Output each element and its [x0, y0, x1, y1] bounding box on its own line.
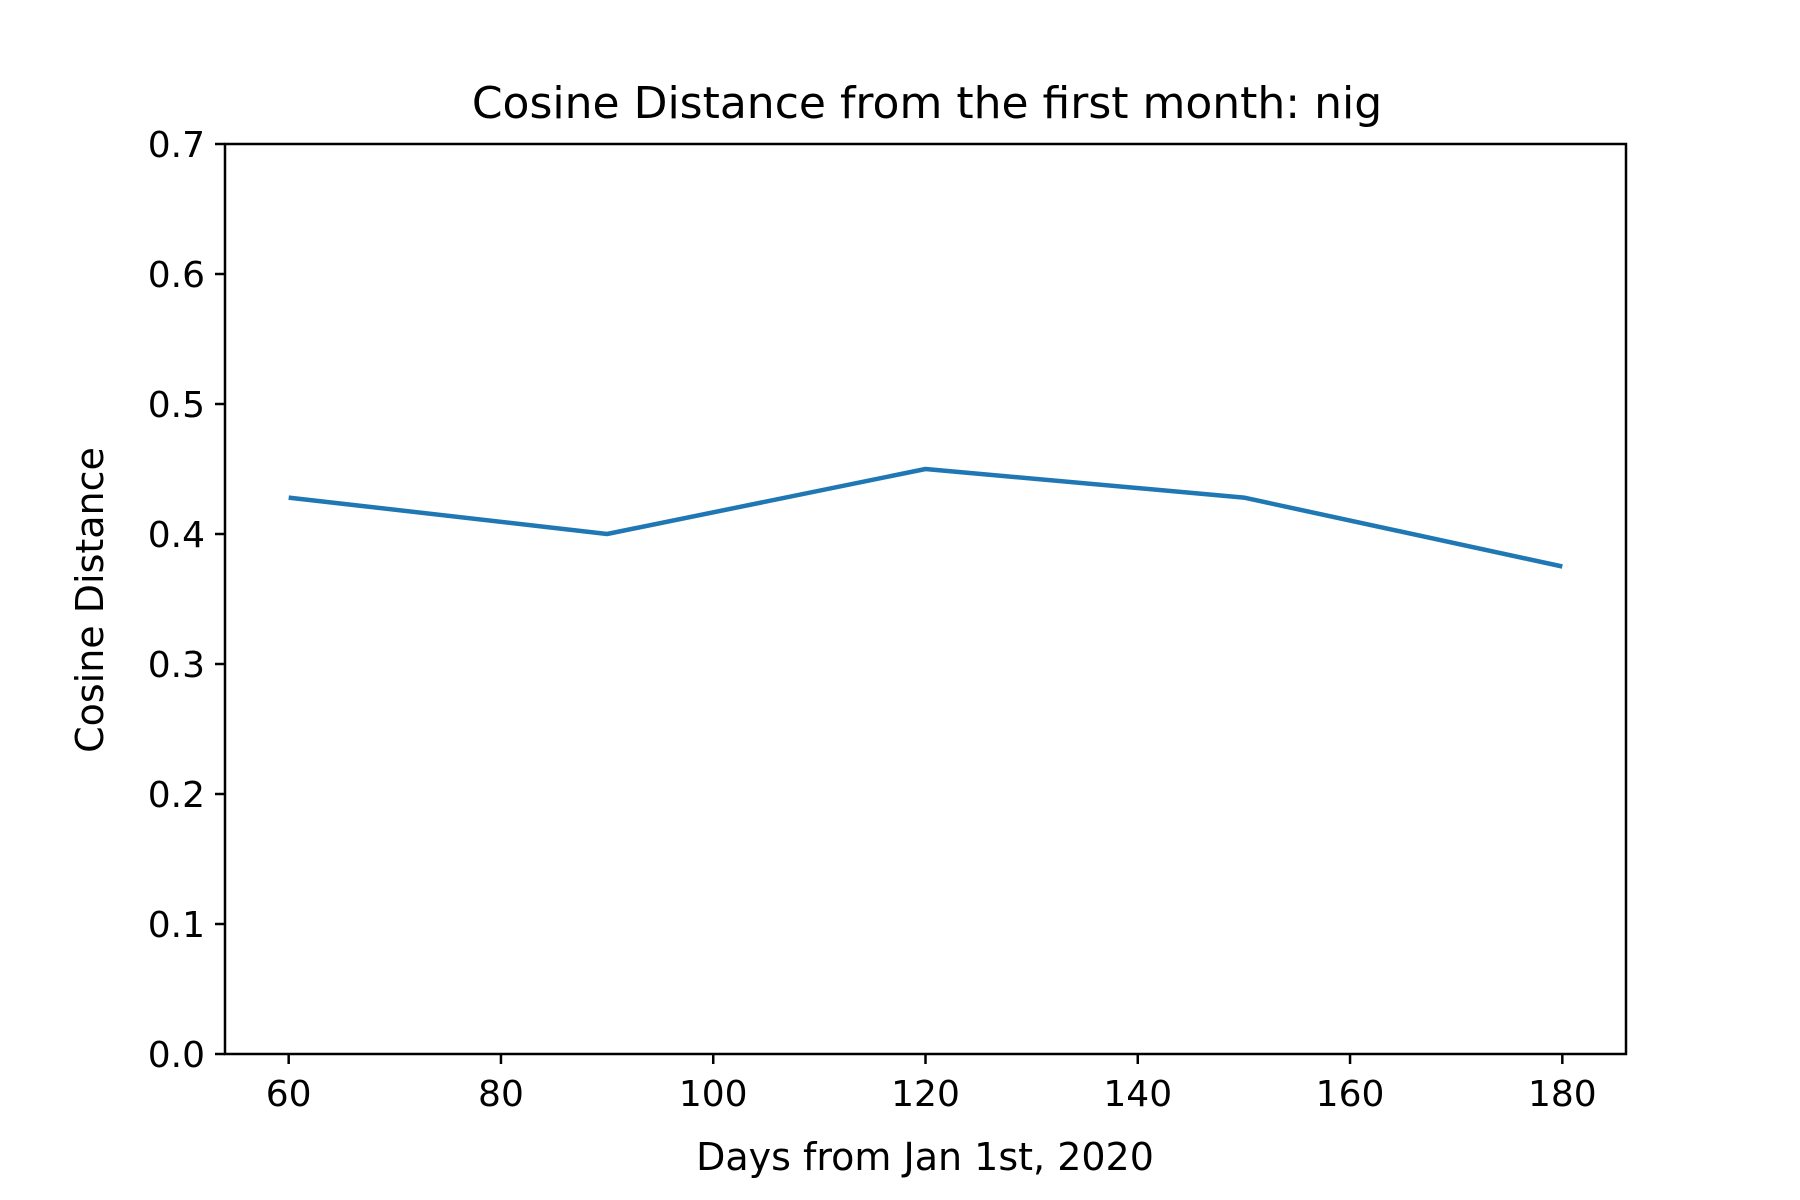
y-tick-label: 0.2 — [148, 775, 205, 816]
series-group — [288, 466, 1563, 569]
y-tick-label: 0.5 — [148, 385, 205, 426]
x-tick-label: 100 — [679, 1074, 748, 1115]
y-tick-label: 0.3 — [148, 645, 205, 686]
axes-frame — [223, 142, 1628, 1056]
x-tick-label: 80 — [478, 1074, 524, 1115]
y-tick-label: 0.4 — [148, 515, 205, 556]
x-axis: 60 80 100 120 140 160 180 — [266, 1054, 1597, 1115]
y-tick-label: 0.7 — [148, 125, 205, 166]
series-line — [288, 466, 1563, 569]
y-axis: 0.0 0.1 0.2 0.3 0.4 0.5 0.6 0.7 — [148, 125, 225, 1076]
y-tick-label: 0.6 — [148, 255, 205, 296]
x-tick-label: 180 — [1528, 1074, 1597, 1115]
x-tick-label: 140 — [1103, 1074, 1172, 1115]
y-tick-label: 0.1 — [148, 905, 205, 946]
plot-area: 60 80 100 120 140 160 180 0.00.10.20.30.40.50.… — [148, 125, 1628, 1115]
x-tick-label: 60 — [266, 1074, 312, 1115]
chart-title: Cosine Distance from the first month: ni… — [472, 78, 1382, 129]
y-tick-label: 0.0 — [148, 1035, 205, 1076]
x-tick-label: 160 — [1316, 1074, 1385, 1115]
x-tick-label: 120 — [891, 1074, 960, 1115]
x-axis-label: Days from Jan 1st, 2020 — [696, 1135, 1154, 1179]
y-axis-label: Cosine Distance — [68, 447, 112, 753]
